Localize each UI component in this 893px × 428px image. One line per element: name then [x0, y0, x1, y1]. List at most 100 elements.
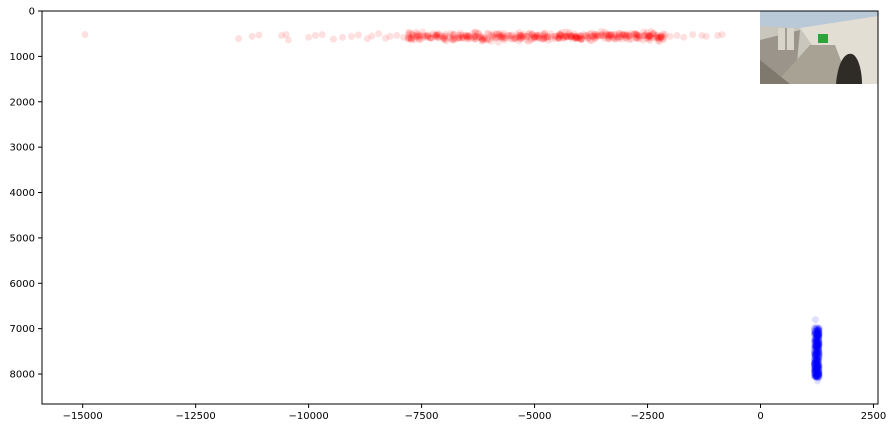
data-point: [810, 338, 818, 346]
data-point: [811, 327, 819, 335]
data-point: [541, 34, 549, 42]
data-point: [548, 35, 556, 43]
x-tick-label: −7500: [405, 411, 439, 422]
data-point: [813, 346, 821, 354]
data-point: [812, 327, 820, 335]
data-point: [499, 35, 507, 43]
data-point: [540, 32, 548, 40]
data-point: [640, 28, 647, 36]
data-point: [637, 32, 645, 40]
data-point: [811, 344, 819, 352]
data-point: [812, 372, 820, 380]
data-point: [436, 31, 444, 39]
data-point: [648, 30, 656, 38]
data-point: [657, 33, 665, 41]
data-point: [605, 35, 613, 43]
data-point: [540, 35, 548, 43]
data-point: [433, 32, 441, 40]
data-point: [814, 350, 822, 358]
data-point: [471, 35, 479, 43]
data-point: [494, 32, 502, 40]
data-point: [556, 31, 564, 39]
data-point: [815, 366, 823, 374]
data-point: [617, 31, 625, 39]
data-point: [472, 32, 480, 40]
data-point: [640, 32, 648, 40]
data-point: [813, 338, 821, 346]
data-point: [814, 333, 822, 341]
data-point: [644, 32, 652, 40]
data-point: [814, 362, 822, 370]
data-point: [814, 361, 822, 369]
data-point: [433, 33, 441, 41]
data-point: [255, 31, 263, 39]
data-point: [472, 35, 480, 43]
data-point: [515, 33, 523, 41]
data-point: [812, 329, 820, 337]
data-point: [520, 30, 528, 38]
data-point: [533, 31, 541, 39]
data-point: [815, 365, 823, 373]
data-point: [811, 355, 819, 363]
data-point: [573, 33, 581, 41]
data-point: [622, 31, 630, 39]
data-point: [814, 354, 822, 362]
data-point: [811, 368, 819, 376]
data-point: [539, 35, 547, 43]
data-point: [815, 338, 823, 346]
data-point: [600, 32, 608, 40]
data-point: [813, 328, 821, 336]
data-point: [571, 33, 579, 41]
data-point: [815, 344, 823, 352]
data-point: [813, 331, 821, 339]
data-point: [812, 335, 820, 343]
data-point: [646, 32, 654, 40]
data-point: [449, 35, 457, 43]
data-point: [617, 33, 625, 41]
data-point: [533, 31, 541, 39]
data-point: [487, 31, 495, 39]
data-point: [815, 373, 823, 381]
data-point: [815, 324, 823, 332]
data-point: [815, 351, 823, 359]
data-point: [815, 349, 823, 357]
data-point: [438, 32, 446, 40]
data-point: [442, 30, 450, 38]
data-point: [811, 351, 819, 359]
data-point: [571, 34, 579, 42]
data-point: [815, 364, 823, 372]
data-point: [424, 31, 432, 39]
data-point: [556, 31, 564, 39]
data-point: [571, 33, 579, 41]
data-point: [813, 324, 821, 332]
data-point: [814, 362, 822, 370]
data-point: [531, 33, 539, 41]
data-point: [813, 358, 821, 366]
data-point: [543, 33, 551, 41]
data-point: [562, 28, 570, 36]
data-point: [814, 340, 822, 348]
data-point: [811, 324, 819, 332]
data-point: [434, 30, 442, 38]
data-point: [814, 339, 822, 347]
data-point: [499, 32, 507, 40]
data-point: [516, 35, 524, 43]
data-point: [811, 362, 819, 370]
data-point: [449, 36, 457, 44]
data-point: [811, 367, 819, 375]
data-point: [813, 368, 821, 376]
data-point: [813, 377, 821, 385]
x-tick-label: −12500: [176, 411, 216, 422]
data-point: [659, 36, 667, 44]
data-point: [812, 368, 820, 376]
data-point: [450, 30, 458, 38]
data-point: [811, 350, 819, 358]
data-point: [812, 341, 820, 349]
data-point: [405, 31, 413, 39]
data-point: [812, 364, 820, 372]
data-point: [815, 369, 823, 377]
data-point: [813, 332, 821, 340]
data-point: [483, 35, 491, 43]
data-point: [480, 36, 488, 44]
data-point: [810, 369, 818, 377]
